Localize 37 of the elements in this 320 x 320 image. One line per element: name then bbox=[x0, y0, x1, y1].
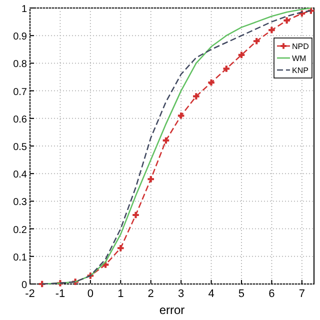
x-tick-label: 7 bbox=[298, 288, 305, 300]
x-tick-label: 3 bbox=[178, 288, 184, 300]
y-tick-label: 0.1 bbox=[13, 252, 28, 264]
legend-label: NPD bbox=[292, 42, 310, 51]
point bbox=[132, 212, 139, 218]
y-tick-label: 0.6 bbox=[13, 114, 28, 126]
point bbox=[117, 244, 124, 252]
y-tick-label: 0.9 bbox=[13, 32, 28, 43]
y-tick-label: 0.8 bbox=[13, 59, 28, 70]
x-tick-label: 2 bbox=[148, 288, 154, 300]
y-tick-label: 0.7 bbox=[13, 86, 28, 98]
point bbox=[148, 176, 154, 182]
y-tick-label: 1 bbox=[21, 4, 28, 15]
legend-label: KNP bbox=[292, 66, 308, 75]
point bbox=[193, 93, 200, 100]
y-tick-label: 0.4 bbox=[13, 170, 28, 181]
point bbox=[223, 66, 230, 72]
point bbox=[284, 17, 290, 24]
x-tick-label: 5 bbox=[238, 288, 245, 300]
point bbox=[208, 79, 214, 86]
x-tick-label: -1 bbox=[55, 288, 66, 300]
y-tick-label: 0.2 bbox=[13, 224, 28, 236]
y-tick-label: 0 bbox=[21, 280, 28, 291]
x-tick-label: 1 bbox=[118, 288, 124, 300]
x-tick-label: 4 bbox=[208, 288, 214, 300]
x-tick-label: 6 bbox=[268, 288, 275, 300]
point bbox=[253, 38, 260, 44]
y-tick-label: 0.5 bbox=[13, 142, 28, 153]
x-tick-label: 0 bbox=[87, 288, 94, 300]
point bbox=[238, 52, 245, 58]
y-tick-label: 0.3 bbox=[13, 197, 28, 208]
legend-label: WM bbox=[292, 54, 307, 63]
x-tick-label: -2 bbox=[25, 288, 35, 300]
point bbox=[268, 26, 275, 34]
point bbox=[162, 137, 170, 144]
x-axis-title: error bbox=[159, 303, 185, 317]
point bbox=[178, 112, 184, 119]
